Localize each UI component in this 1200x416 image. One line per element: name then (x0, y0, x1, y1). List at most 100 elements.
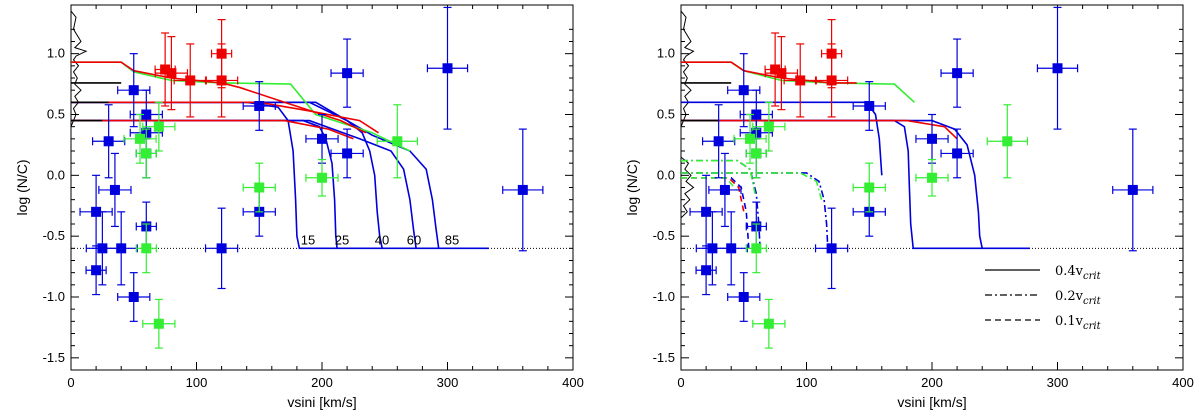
marker-blue (738, 85, 749, 96)
marker-blue (952, 148, 963, 159)
data-point-green (242, 162, 276, 213)
track-green-solid-5 (71, 61, 411, 152)
y-tick-label: 0.0 (657, 167, 675, 182)
marker-blue (952, 68, 963, 79)
y-tick-label: 0.0 (47, 167, 65, 182)
track-label: 40 (375, 232, 389, 247)
marker-green (141, 243, 152, 254)
data-point-blue (727, 272, 761, 322)
x-tick-label: 300 (437, 375, 459, 390)
data-point-green (135, 223, 157, 274)
data-point-blue (695, 245, 717, 296)
track-blue-solid-4 (71, 101, 440, 249)
x-tick-label: 0 (677, 375, 684, 390)
data-point-green (142, 101, 176, 152)
y-tick-label: 0.5 (657, 107, 675, 122)
y-tick-label: -0.5 (43, 228, 65, 243)
track-blue-solid-1 (681, 101, 883, 176)
marker-blue (216, 243, 227, 254)
marker-blue (128, 85, 139, 96)
track-blue-solid-1 (71, 119, 338, 249)
y-tick-label: -1.5 (653, 350, 675, 365)
y-axis-title: log (N/C) (14, 159, 30, 215)
marker-green (135, 133, 146, 144)
histogram-line (680, 10, 695, 127)
x-axis-title: vsini [km/s] (287, 394, 356, 410)
marker-green (254, 182, 265, 193)
data-point-green (733, 113, 767, 164)
marker-blue (128, 292, 139, 302)
track-blue-solid-2 (681, 119, 983, 249)
data-point-blue (940, 38, 974, 108)
data-point-blue (1036, 6, 1079, 130)
marker-blue (442, 63, 453, 74)
marker-red (185, 75, 196, 86)
data-point-blue (330, 38, 364, 108)
legend-label: 0.4vcrit (1055, 264, 1102, 282)
data-point-blue (426, 6, 469, 130)
legend-label: 0.1vcrit (1055, 314, 1102, 332)
data-point-blue (814, 207, 849, 290)
data-point-green (305, 158, 339, 197)
marker-green (763, 121, 774, 132)
marker-blue (342, 68, 353, 79)
track-red-solid-7 (71, 101, 379, 134)
data-point-green (123, 113, 157, 164)
legend-subscript: crit (1083, 271, 1102, 282)
marker-blue (701, 206, 712, 217)
marker-blue (342, 148, 353, 159)
marker-blue (109, 184, 120, 195)
y-tick-label: -1.0 (43, 289, 65, 304)
y-tick-label: -1.5 (43, 350, 65, 365)
marker-green (751, 148, 762, 159)
marker-blue (517, 184, 528, 195)
marker-red (166, 68, 177, 79)
left-panel: 0 100 200 300 400 -1.5 -1.0 -0.5 0.0 0.5 1.0 vsini … (14, 4, 584, 410)
y-tick-label: 1.0 (47, 46, 65, 61)
x-tick-label: 200 (921, 375, 943, 390)
data-point-blue (117, 272, 151, 322)
track-red-solid-8 (71, 119, 354, 140)
data-point-red (204, 43, 239, 118)
data-point-red (154, 36, 189, 111)
marker-blue (97, 243, 108, 254)
marker-blue (826, 243, 837, 254)
track-blue-dashdot-8 (681, 172, 829, 249)
track-red-solid-5 (681, 119, 958, 140)
right-panel: 0 100 200 300 400 -1.5 -1.0 -0.5 0.0 0.5 1.0 vsini … (624, 4, 1194, 410)
marker-red (770, 64, 781, 75)
marker-blue (707, 243, 718, 254)
x-tick-label: 0 (67, 375, 74, 390)
data-point-green (376, 104, 418, 179)
data-point-green (752, 101, 786, 152)
x-tick-label: 200 (311, 375, 333, 390)
y-tick-label: 0.5 (47, 107, 65, 122)
data-point-blue (91, 104, 126, 179)
data-point-blue (940, 128, 974, 179)
marker-blue (864, 100, 875, 111)
marker-blue (1052, 63, 1063, 74)
marker-green (763, 318, 774, 329)
data-point-green (852, 162, 886, 213)
marker-blue (317, 133, 327, 144)
y-axis-title: log (N/C) (624, 159, 640, 215)
data-point-green (745, 223, 767, 274)
marker-blue (91, 265, 102, 276)
marker-blue (713, 136, 724, 147)
marker-blue (116, 243, 127, 254)
track-green-dashed-12 (681, 177, 737, 191)
data-point-blue (330, 128, 364, 179)
track-red-dashed-11 (681, 177, 745, 212)
marker-green (153, 121, 164, 132)
marker-green (927, 172, 937, 183)
marker-green (153, 318, 164, 329)
marker-blue (103, 136, 114, 147)
track-label: 60 (407, 232, 421, 247)
data-point-blue (204, 207, 239, 290)
marker-green (317, 172, 327, 183)
track-label: 15 (301, 232, 315, 247)
data-point-blue (689, 174, 723, 249)
track-blue-solid-2 (71, 101, 383, 249)
data-point-blue (852, 81, 886, 131)
y-tick-label: -1.0 (653, 289, 675, 304)
